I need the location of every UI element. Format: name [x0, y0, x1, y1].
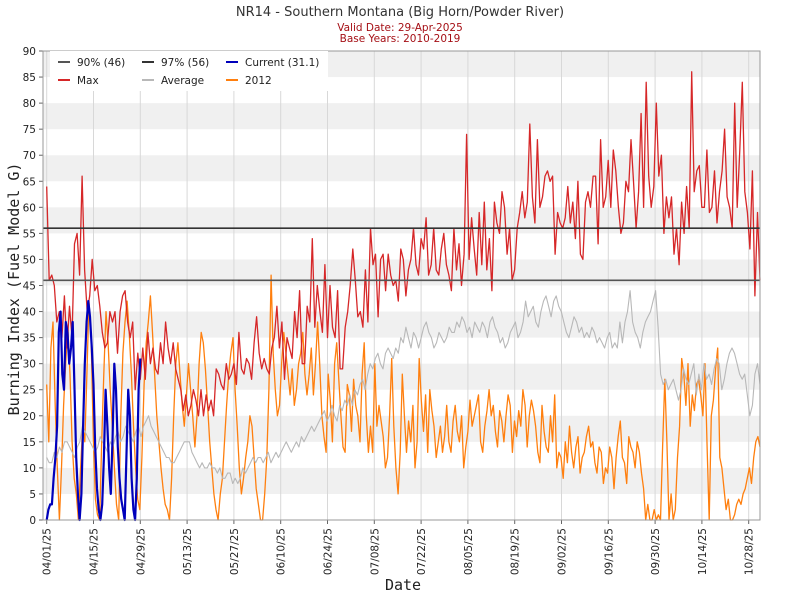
- y-tick-label: 25: [23, 385, 36, 397]
- x-axis-ticks: 04/01/25 04/15/25 04/29/25 05/13/25 05/27/25…: [42, 520, 756, 575]
- legend-entry-90-percent: 90% (46): [58, 57, 125, 69]
- plot-background: [43, 51, 760, 520]
- x-tick-label: 04/15/25: [89, 528, 101, 575]
- y-tick-label: 10: [23, 463, 36, 475]
- x-tick-label: 09/16/25: [603, 528, 615, 575]
- x-tick-label: 07/22/25: [416, 528, 428, 575]
- y-tick-label: 55: [23, 228, 36, 240]
- y-tick-label: 60: [23, 202, 36, 214]
- x-tick-label: 05/27/25: [229, 528, 241, 575]
- y-tick-label: 5: [29, 489, 36, 501]
- y-axis-ticks: 0 5 10 15 20 25 30 35 40 45 50 55 60 65 70 75 80 85 90: [23, 46, 43, 527]
- chart-subtitle-base-years: Base Years: 2010-2019: [340, 33, 461, 45]
- x-tick-label: 08/05/25: [463, 528, 475, 575]
- x-axis-label: Date: [385, 576, 421, 594]
- y-tick-label: 75: [23, 124, 36, 136]
- legend-label-90-percent: 90% (46): [77, 57, 125, 69]
- chart-title: NR14 - Southern Montana (Big Horn/Powder…: [236, 5, 564, 20]
- grid-band: [43, 311, 760, 338]
- legend-label-97-percent: 97% (56): [161, 57, 209, 69]
- series-layer: [45, 71, 761, 522]
- x-tick-label: 10/14/25: [697, 528, 709, 575]
- legend-label-2012: 2012: [245, 75, 272, 87]
- legend-entry-97-percent: 97% (56): [142, 57, 209, 69]
- x-tick-label: 08/19/25: [510, 528, 522, 575]
- y-tick-label: 30: [23, 359, 36, 371]
- y-tick-label: 45: [23, 281, 36, 293]
- series-line-max: [46, 71, 761, 417]
- grid-band: [43, 155, 760, 182]
- legend-entry-max: Max: [58, 75, 99, 87]
- y-tick-label: 90: [23, 46, 36, 58]
- legend-label-current: Current (31.1): [245, 57, 319, 69]
- grid-band: [43, 207, 760, 234]
- grid-band: [43, 467, 760, 494]
- legend-box: [50, 51, 328, 91]
- y-tick-label: 70: [23, 150, 36, 162]
- series-line-average: [46, 290, 761, 485]
- x-tick-label: 07/08/25: [369, 528, 381, 575]
- y-tick-label: 85: [23, 72, 36, 84]
- grid-band: [43, 103, 760, 130]
- y-tick-label: 0: [29, 515, 36, 527]
- legend-entry-current: Current (31.1): [226, 57, 319, 69]
- y-tick-label: 40: [23, 307, 36, 319]
- legend-entry-average: Average: [142, 75, 204, 87]
- x-tick-label: 04/01/25: [42, 528, 54, 575]
- y-tick-label: 35: [23, 333, 36, 345]
- x-tick-label: 10/28/25: [744, 528, 756, 575]
- x-tick-label: 05/13/25: [182, 528, 194, 575]
- y-tick-label: 50: [23, 254, 36, 266]
- x-tick-label: 06/24/25: [323, 528, 335, 575]
- series-line-2012: [46, 274, 761, 521]
- chart-subtitle-valid-date: Valid Date: 29-Apr-2025: [337, 22, 463, 34]
- x-tick-label: 09/02/25: [557, 528, 569, 575]
- y-axis-label: Burning Index (Fuel Model G): [5, 163, 23, 416]
- legend: 90% (46) 97% (56) Current (31.1) Max Ave…: [50, 51, 328, 91]
- y-tick-label: 65: [23, 176, 36, 188]
- legend-label-average: Average: [161, 75, 204, 87]
- y-tick-label: 80: [23, 98, 36, 110]
- x-tick-label: 06/10/25: [276, 528, 288, 575]
- y-tick-label: 20: [23, 411, 36, 423]
- x-tick-label: 04/29/25: [135, 528, 147, 575]
- y-tick-label: 15: [23, 437, 36, 449]
- threshold-lines: [43, 227, 760, 282]
- legend-label-max: Max: [77, 75, 99, 87]
- x-tick-label: 09/30/25: [650, 528, 662, 575]
- grid-band: [43, 259, 760, 286]
- plot-frame: [42, 50, 761, 521]
- legend-entry-2012: 2012: [226, 75, 272, 87]
